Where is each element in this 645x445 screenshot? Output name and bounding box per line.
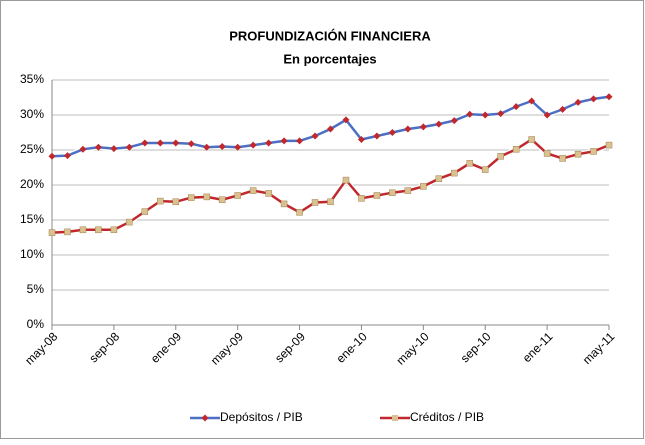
marker [574, 98, 582, 106]
marker [203, 193, 210, 201]
y-tick-label: 30% [20, 107, 44, 121]
marker [528, 136, 535, 143]
marker [203, 143, 211, 151]
marker [327, 198, 334, 206]
marker [156, 139, 164, 147]
marker [63, 152, 71, 160]
marker [234, 143, 242, 151]
marker [249, 187, 257, 194]
marker [574, 150, 582, 158]
marker [528, 97, 536, 105]
marker [311, 132, 319, 140]
marker [79, 226, 87, 234]
marker [234, 192, 241, 199]
y-tick-label: 0% [27, 317, 45, 331]
marker [280, 200, 288, 208]
marker [126, 218, 133, 226]
marker [296, 209, 303, 216]
marker [327, 125, 334, 133]
marker [404, 125, 412, 133]
marker [389, 189, 396, 196]
marker [157, 197, 164, 205]
marker [357, 136, 365, 143]
marker [265, 139, 273, 147]
marker [481, 111, 489, 119]
marker [358, 195, 365, 202]
marker [466, 110, 474, 118]
marker [172, 198, 180, 206]
marker [590, 148, 597, 155]
marker [497, 110, 505, 118]
marker [466, 160, 473, 167]
marker [373, 192, 381, 199]
marker [373, 132, 381, 140]
marker [481, 166, 489, 173]
marker [48, 152, 56, 160]
marker [388, 129, 396, 136]
marker [450, 117, 458, 125]
marker [404, 187, 412, 194]
y-tick-label: 25% [20, 142, 44, 156]
y-tick-label: 20% [20, 177, 44, 191]
marker [311, 199, 319, 206]
marker [172, 139, 180, 147]
marker [559, 105, 567, 113]
marker [543, 111, 551, 119]
legend-marker [392, 415, 398, 421]
marker [451, 169, 458, 177]
marker [435, 120, 443, 128]
marker [94, 143, 102, 151]
marker [497, 153, 504, 160]
marker [435, 175, 443, 182]
chart-subtitle: En porcentajes [283, 51, 376, 66]
marker [187, 140, 195, 148]
marker [296, 137, 304, 145]
marker [110, 145, 118, 153]
marker [218, 196, 226, 203]
marker [280, 137, 288, 145]
marker [141, 139, 149, 147]
marker [419, 123, 427, 131]
legend-label: Depósitos / PIB [220, 410, 303, 424]
marker [110, 226, 118, 234]
marker [342, 176, 350, 184]
marker [218, 143, 226, 150]
legend-label: Créditos / PIB [410, 410, 484, 424]
y-tick-label: 10% [20, 247, 44, 261]
chart-title: PROFUNDIZACIÓN FINANCIERA [229, 28, 431, 43]
marker [512, 103, 520, 111]
marker [48, 229, 56, 236]
marker [543, 150, 551, 157]
y-tick-label: 35% [20, 72, 44, 86]
y-tick-label: 15% [20, 212, 44, 226]
marker [420, 183, 427, 190]
marker [605, 141, 613, 149]
y-tick-label: 5% [27, 282, 45, 296]
marker [64, 228, 71, 236]
marker [265, 190, 272, 197]
marker [79, 145, 87, 153]
marker [559, 155, 566, 162]
marker [125, 143, 133, 151]
marker [512, 146, 520, 153]
marker [95, 226, 102, 234]
marker [141, 208, 149, 215]
marker [342, 116, 350, 124]
legend-marker [201, 414, 209, 422]
marker [188, 194, 195, 201]
marker [605, 93, 613, 101]
marker [249, 141, 257, 149]
marker [590, 95, 598, 103]
